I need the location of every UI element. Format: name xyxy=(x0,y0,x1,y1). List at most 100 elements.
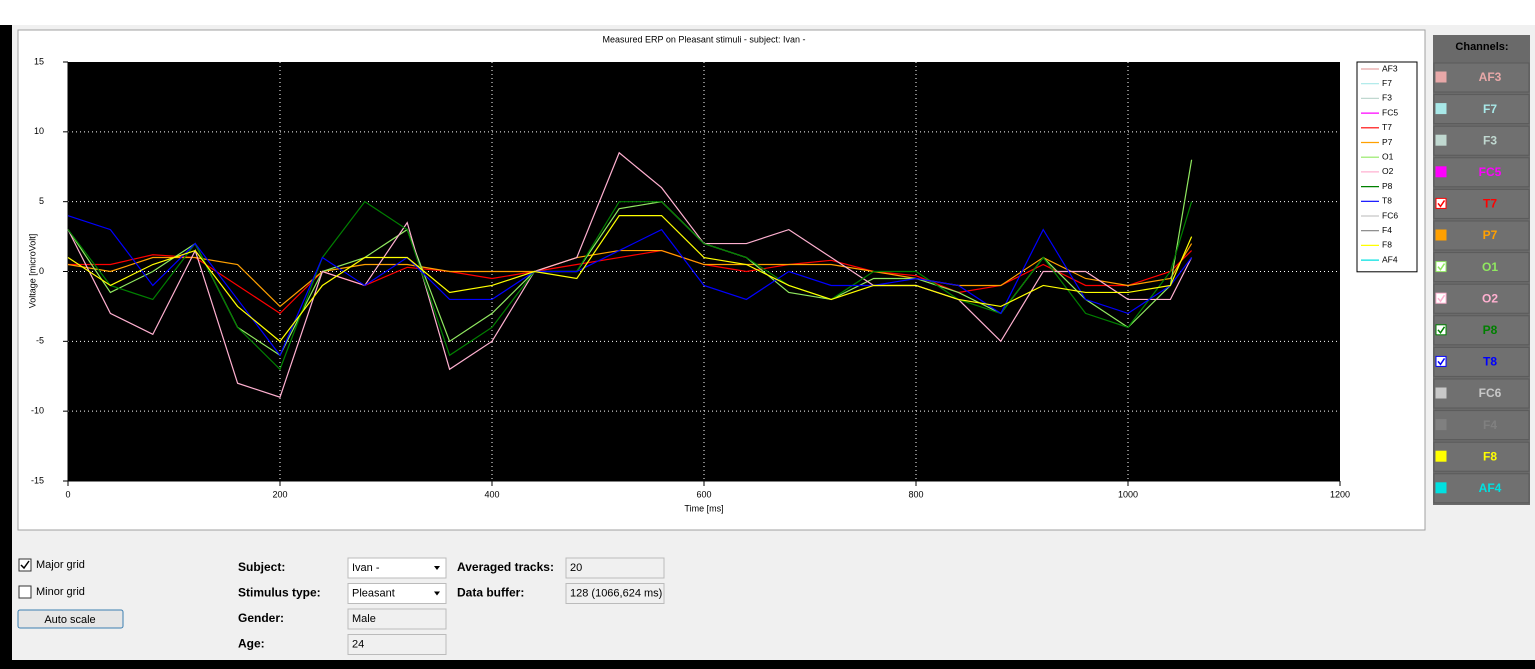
legend-label: F8 xyxy=(1382,240,1392,250)
x-tick-label: 600 xyxy=(696,489,711,499)
field-label: Gender: xyxy=(238,611,284,625)
channel-button[interactable] xyxy=(1433,283,1530,314)
y-tick-label: -10 xyxy=(31,406,44,416)
channel-checkbox[interactable] xyxy=(1435,229,1447,241)
channel-button[interactable] xyxy=(1433,410,1530,441)
y-axis-label: Voltage [microVolt] xyxy=(27,234,37,309)
x-tick-label: 200 xyxy=(272,489,287,499)
field-box xyxy=(347,634,447,655)
channel-checkbox[interactable] xyxy=(1435,71,1447,83)
auto-scale-button[interactable] xyxy=(17,609,124,629)
channel-checkbox[interactable] xyxy=(1435,324,1447,336)
channel-button[interactable] xyxy=(1433,378,1530,409)
field-box[interactable] xyxy=(347,583,447,604)
channel-checkbox[interactable] xyxy=(1435,450,1447,462)
series-line xyxy=(67,215,1193,357)
stat-value: 128 (1066,624 ms) xyxy=(570,587,662,599)
stat-label: Data buffer: xyxy=(457,586,524,600)
check-mark xyxy=(1437,199,1446,208)
channel-checkbox[interactable] xyxy=(1435,134,1447,146)
field-value: 24 xyxy=(352,638,364,650)
field-label: Subject: xyxy=(238,560,285,574)
dropdown-arrow xyxy=(434,566,440,570)
channel-button[interactable] xyxy=(1433,157,1530,188)
legend-label: F7 xyxy=(1382,78,1392,88)
checkbox[interactable] xyxy=(18,585,32,599)
channel-name: T8 xyxy=(1483,355,1497,369)
channel-button[interactable] xyxy=(1433,220,1530,251)
series-line xyxy=(67,215,1193,343)
x-axis-label: Time [ms] xyxy=(684,503,723,513)
legend-box xyxy=(1356,61,1418,273)
channel-checkbox[interactable] xyxy=(1435,166,1447,178)
legend-label: O2 xyxy=(1382,166,1394,176)
channel-button[interactable] xyxy=(1433,315,1530,346)
field-value: Male xyxy=(352,613,376,625)
channel-checkbox[interactable] xyxy=(1435,197,1447,209)
channel-name: AF4 xyxy=(1479,481,1502,495)
top-strip xyxy=(0,0,1535,25)
channel-name: FC5 xyxy=(1479,165,1502,179)
check-mark xyxy=(1437,357,1446,366)
channel-button[interactable] xyxy=(1433,441,1530,472)
stat-box xyxy=(565,583,665,604)
legend-label: O1 xyxy=(1382,151,1394,161)
checkbox[interactable] xyxy=(18,558,32,572)
channel-name: F8 xyxy=(1483,449,1497,463)
chart-title: Measured ERP on Pleasant stimuli - subje… xyxy=(603,34,806,44)
y-tick-label: -15 xyxy=(31,475,44,485)
checkbox-label: Major grid xyxy=(36,559,85,571)
series-line xyxy=(68,249,1193,315)
x-tick-label: 1000 xyxy=(1118,489,1138,499)
check-mark xyxy=(1437,263,1446,271)
channel-name: F4 xyxy=(1483,418,1497,432)
legend-label: T7 xyxy=(1382,122,1392,132)
check-mark xyxy=(1437,326,1446,335)
legend-label: F3 xyxy=(1382,93,1392,103)
field-label: Stimulus type: xyxy=(238,586,321,600)
checkbox-label: Minor grid xyxy=(36,586,85,598)
channel-name: P8 xyxy=(1483,323,1498,337)
dropdown-arrow xyxy=(434,591,440,596)
channel-name: F3 xyxy=(1483,133,1497,147)
channel-checkbox[interactable] xyxy=(1435,387,1447,399)
x-tick-label: 1200 xyxy=(1330,489,1350,499)
channel-checkbox[interactable] xyxy=(1435,482,1447,494)
x-tick-label: 0 xyxy=(65,489,70,499)
channel-button[interactable] xyxy=(1433,252,1530,283)
legend-label: AF4 xyxy=(1382,254,1398,264)
legend-label: FC6 xyxy=(1382,210,1398,220)
channel-checkbox[interactable] xyxy=(1435,419,1447,431)
y-tick-label: 0 xyxy=(39,266,44,276)
channel-button[interactable] xyxy=(1433,125,1530,156)
channel-name: FC6 xyxy=(1479,386,1502,400)
channel-button[interactable] xyxy=(1433,62,1530,93)
stat-box xyxy=(565,557,665,579)
y-tick-label: 10 xyxy=(34,126,44,136)
channel-checkbox[interactable] xyxy=(1435,355,1447,367)
field-box xyxy=(347,608,447,630)
stat-value: 20 xyxy=(570,562,582,574)
channels-title: Channels: xyxy=(1455,41,1508,53)
channel-button[interactable] xyxy=(1433,346,1530,377)
legend-label: P7 xyxy=(1382,137,1393,147)
channel-checkbox[interactable] xyxy=(1435,292,1447,304)
channel-name: P7 xyxy=(1483,228,1498,242)
field-box[interactable] xyxy=(347,557,447,579)
x-tick-label: 800 xyxy=(908,489,923,499)
y-tick-label: 15 xyxy=(34,56,44,66)
y-tick-label: -5 xyxy=(36,336,44,346)
channel-button[interactable] xyxy=(1433,188,1530,219)
channel-button[interactable] xyxy=(1433,94,1530,125)
legend-label: FC5 xyxy=(1382,107,1398,117)
channel-button[interactable] xyxy=(1433,473,1530,504)
channel-checkbox[interactable] xyxy=(1435,103,1447,115)
button-label: Auto scale xyxy=(44,614,95,626)
channel-checkbox[interactable] xyxy=(1435,261,1447,273)
legend-label: T8 xyxy=(1382,196,1392,206)
field-value: Ivan - xyxy=(352,562,380,574)
legend-label: P8 xyxy=(1382,181,1393,191)
check-mark xyxy=(20,560,30,570)
